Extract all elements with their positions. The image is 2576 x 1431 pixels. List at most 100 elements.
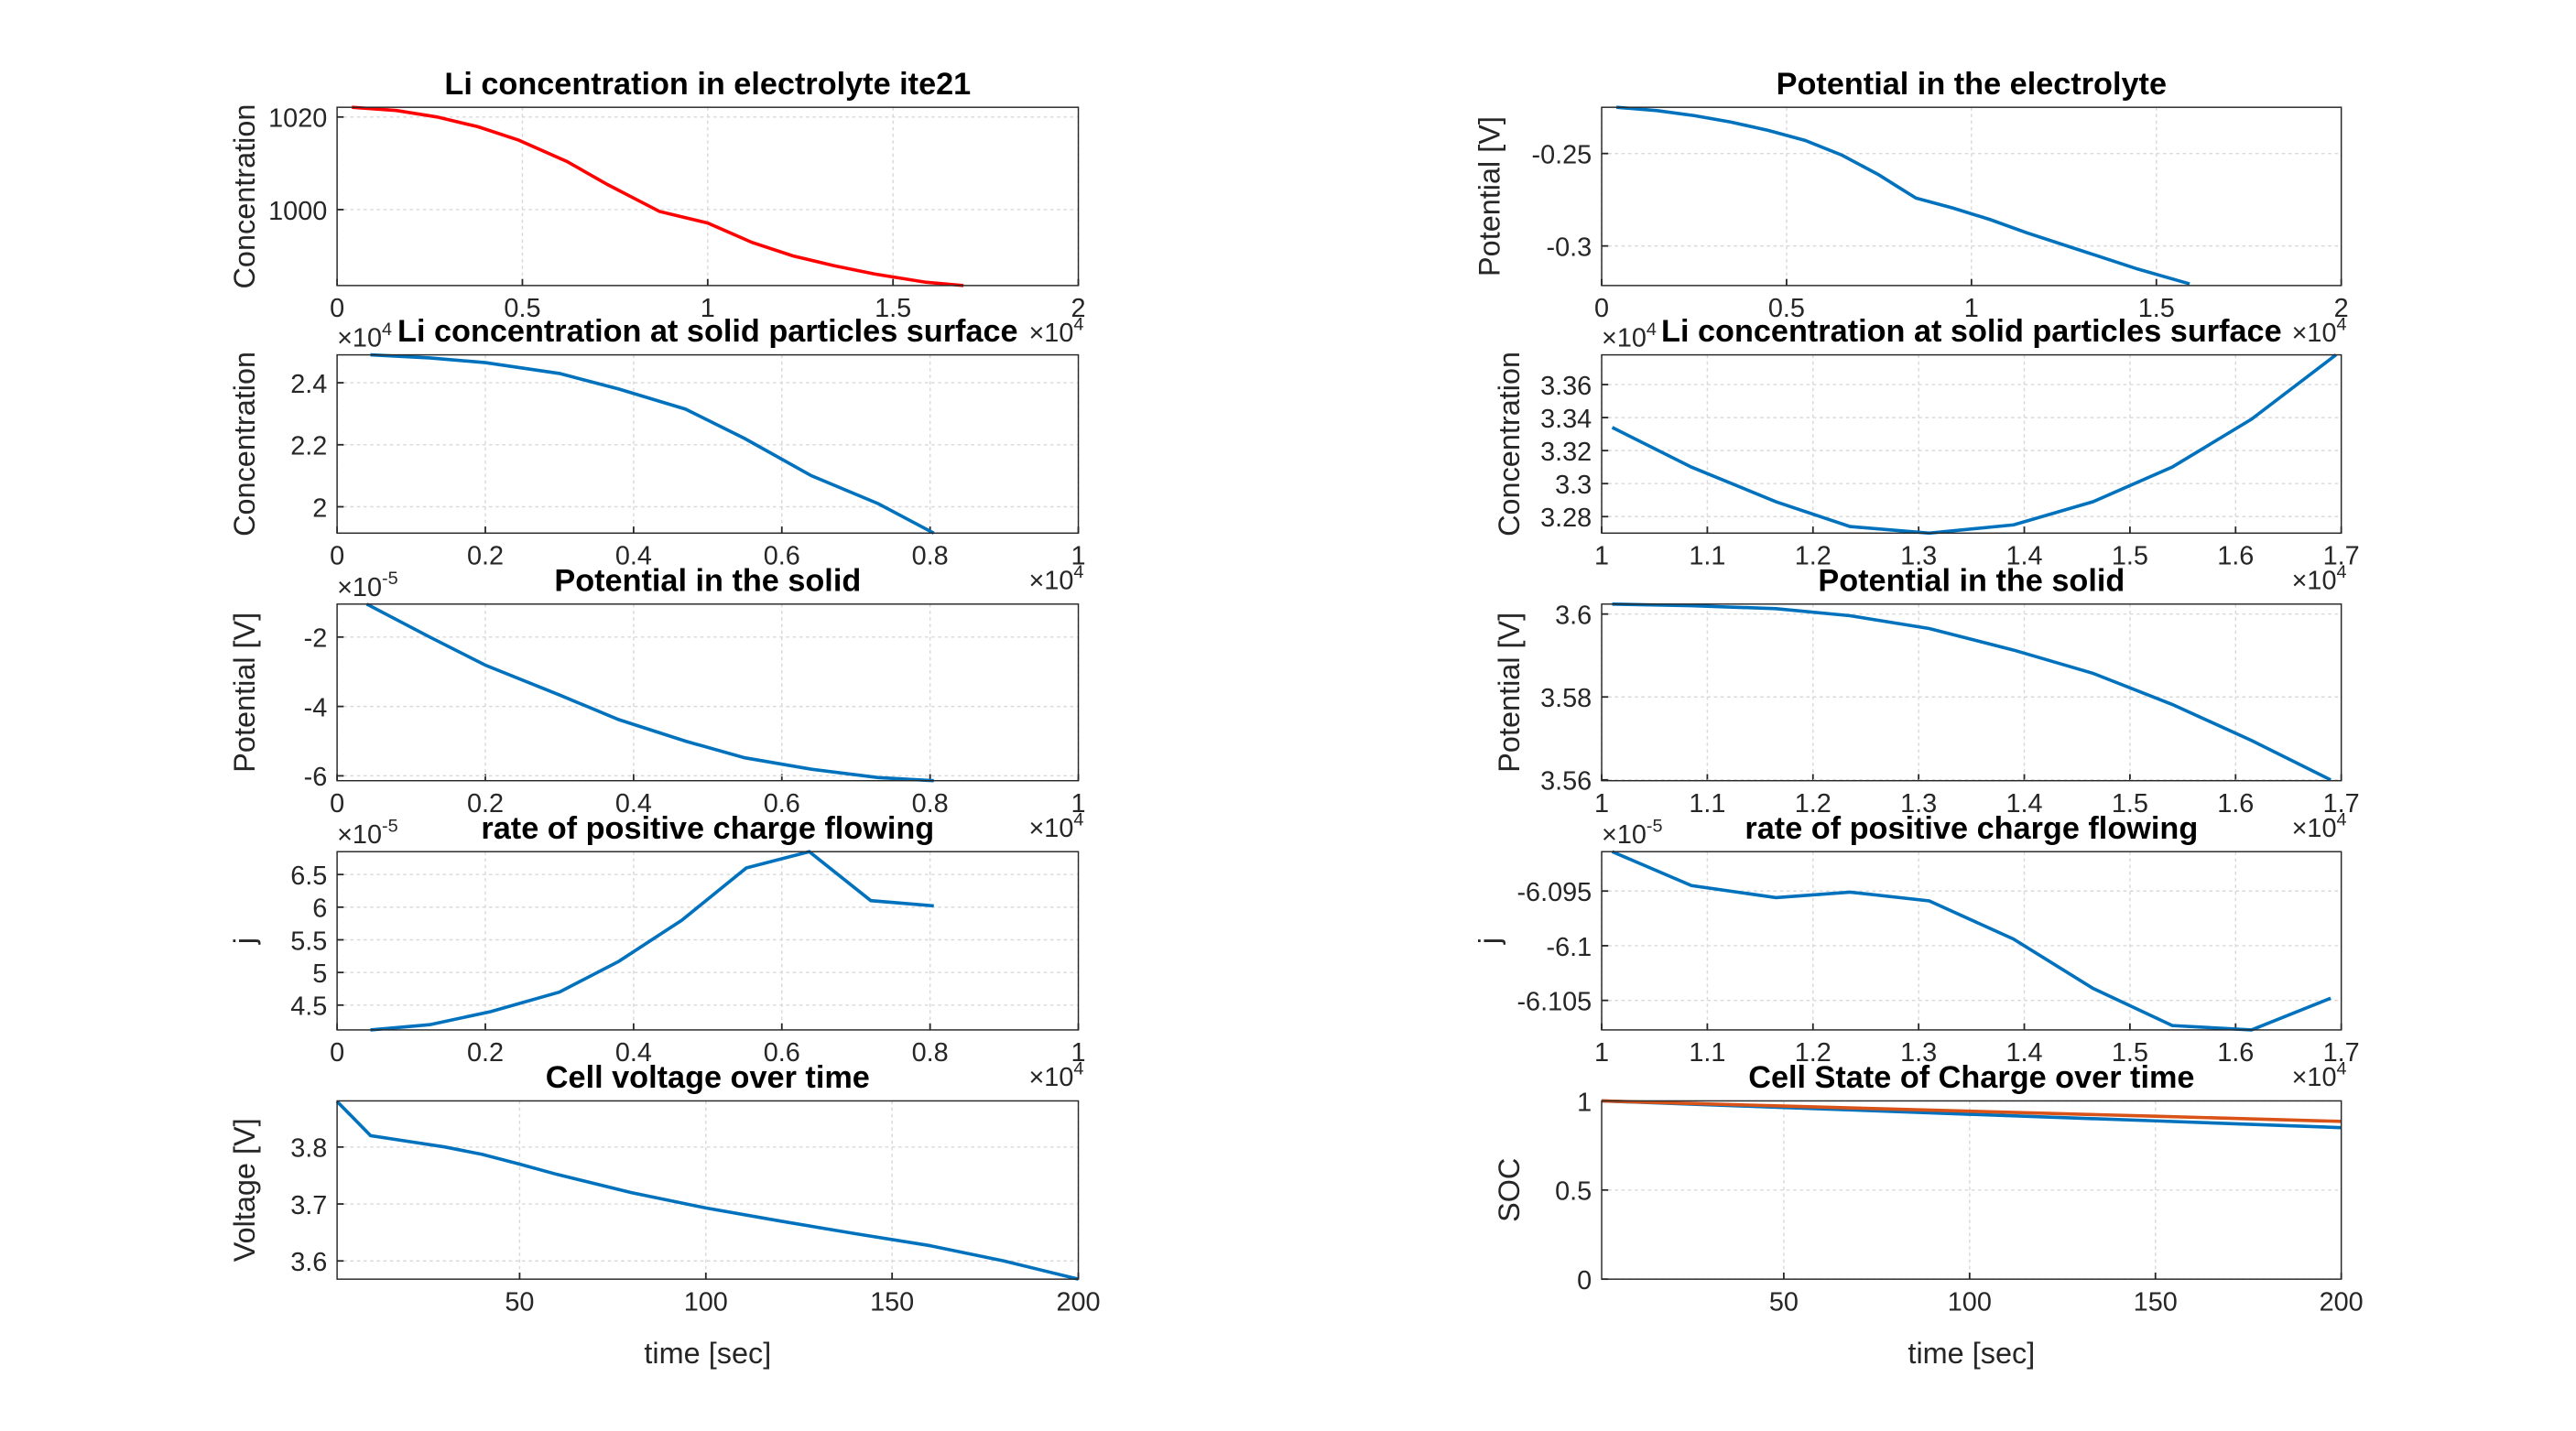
- axes-box: [1601, 106, 2342, 287]
- y-tick-label: 3.56: [1540, 767, 1592, 797]
- axis-multiplier: ×104: [1028, 315, 1083, 349]
- y-tick-label: 3.7: [290, 1191, 327, 1220]
- y-axis-label: Concentration: [228, 104, 261, 289]
- x-tick-label: 1.4: [2005, 542, 2042, 571]
- y-tick-label: 1000: [268, 197, 327, 226]
- y-axis-label: Concentration: [1493, 352, 1526, 537]
- x-tick-label: 0.5: [1768, 294, 1805, 323]
- data-line: [335, 1100, 1079, 1281]
- y-tick-label: 0.5: [1555, 1177, 1592, 1207]
- y-tick-label: 1020: [268, 104, 327, 134]
- chart-title: Cell voltage over time: [546, 1060, 870, 1095]
- axes-box: [1601, 603, 2342, 782]
- y-axis-label: j: [1473, 938, 1505, 945]
- y-tick-label: -6.105: [1516, 987, 1592, 1016]
- y-tick-label: 5.5: [290, 927, 327, 956]
- x-tick-label: 1.5: [875, 294, 911, 323]
- x-tick-label: 1: [1594, 789, 1609, 818]
- x-tick-label: 2: [2334, 294, 2349, 323]
- data-line: [370, 352, 935, 535]
- axes-box: [336, 851, 1080, 1031]
- data-line: [365, 602, 934, 783]
- x-tick-label: 0.2: [467, 542, 504, 571]
- multiplier-power: -5: [1647, 817, 1663, 837]
- x-tick-label: 100: [684, 1287, 728, 1317]
- chart-title: Li concentration in electrolyte ite21: [444, 67, 971, 102]
- x-tick-label: 1.6: [2217, 1038, 2254, 1068]
- chart-title: rate of positive charge flowing: [481, 811, 934, 846]
- x-tick-label: 1.3: [1900, 542, 1937, 571]
- x-tick-label: 1: [1594, 542, 1609, 571]
- axes-box: [336, 603, 1080, 782]
- multiplier-base: ×10: [1028, 567, 1073, 596]
- x-tick-label: 0.2: [467, 789, 504, 818]
- multiplier-power: 4: [2336, 809, 2346, 829]
- y-tick-label: 6: [312, 894, 327, 924]
- y-tick-label: 3.36: [1540, 372, 1592, 401]
- multiplier-base: ×10: [1602, 324, 1647, 353]
- chart-title: Li concentration at solid particles surf…: [1661, 314, 2282, 349]
- data-line: [1611, 850, 2331, 1032]
- x-tick-label: 150: [870, 1287, 914, 1317]
- x-tick-label: 0.6: [764, 542, 800, 571]
- multiplier-base: ×10: [2292, 1063, 2337, 1092]
- axis-multiplier: ×104: [1028, 562, 1083, 596]
- multiplier-base: ×10: [337, 573, 382, 602]
- chart-title: Potential in the solid: [1818, 563, 2125, 598]
- y-tick-label: 3.58: [1540, 684, 1592, 713]
- x-tick-label: 1.3: [1900, 789, 1937, 818]
- multiplier-power: 4: [1647, 320, 1657, 340]
- x-tick-label: 0.6: [764, 1038, 800, 1068]
- x-tick-label: 1.2: [1795, 542, 1831, 571]
- x-tick-label: 1: [1964, 294, 1979, 323]
- multiplier-power: 4: [2336, 562, 2346, 582]
- y-tick-label: -2: [304, 624, 328, 654]
- axis-multiplier: ×104: [1028, 809, 1083, 843]
- y-tick-label: 1: [1577, 1088, 1592, 1117]
- x-tick-label: 0: [330, 1038, 344, 1068]
- y-tick-label: 3.8: [290, 1134, 327, 1164]
- x-tick-label: 0.6: [764, 789, 800, 818]
- x-tick-label: 200: [2320, 1287, 2364, 1317]
- x-tick-label: 1: [1071, 542, 1086, 571]
- x-tick-label: 200: [1056, 1287, 1100, 1317]
- axes-background: [337, 603, 1079, 781]
- axis-multiplier: ×104: [2292, 1059, 2347, 1093]
- x-axis-label: time [sec]: [1908, 1337, 2035, 1370]
- y-tick-label: -0.25: [1531, 140, 1592, 169]
- x-tick-label: 2: [1071, 294, 1086, 323]
- x-tick-label: 1.7: [2323, 789, 2360, 818]
- x-tick-label: 0.4: [615, 1038, 652, 1068]
- axis-multiplier: ×10-5: [1602, 817, 1663, 851]
- x-tick-label: 1: [701, 294, 715, 323]
- x-tick-label: 100: [1948, 1287, 1992, 1317]
- y-tick-label: -4: [304, 693, 328, 722]
- axis-multiplier: ×104: [1602, 320, 1657, 353]
- y-tick-label: -0.3: [1547, 233, 1592, 262]
- multiplier-power: -5: [382, 569, 398, 589]
- axes-background: [337, 354, 1079, 534]
- y-axis-label: Potential [V]: [1473, 116, 1505, 276]
- axes-box: [1601, 1100, 2342, 1280]
- axes-box: [336, 353, 1080, 535]
- x-tick-label: 0.2: [467, 1038, 504, 1068]
- x-axis-label: time [sec]: [644, 1337, 771, 1370]
- y-tick-label: 3.34: [1540, 405, 1592, 434]
- x-tick-label: 1.6: [2217, 789, 2254, 818]
- x-tick-label: 1.7: [2323, 542, 2360, 571]
- y-tick-label: 3.6: [290, 1248, 327, 1277]
- data-line: [1601, 1099, 2342, 1123]
- x-tick-label: 1.5: [2138, 294, 2175, 323]
- multiplier-power: 4: [2336, 315, 2346, 335]
- y-tick-label: 3.6: [1555, 601, 1592, 630]
- chart-title: Potential in the solid: [554, 563, 861, 598]
- axes-box: [1601, 851, 2342, 1031]
- y-tick-label: 2: [312, 493, 327, 523]
- y-axis-label: SOC: [1493, 1158, 1526, 1222]
- x-tick-label: 1.6: [2217, 542, 2254, 571]
- chart-title: Li concentration at solid particles surf…: [397, 314, 1018, 349]
- axes-background: [337, 851, 1079, 1030]
- multiplier-base: ×10: [1602, 820, 1647, 850]
- y-axis-label: Potential [V]: [228, 613, 261, 773]
